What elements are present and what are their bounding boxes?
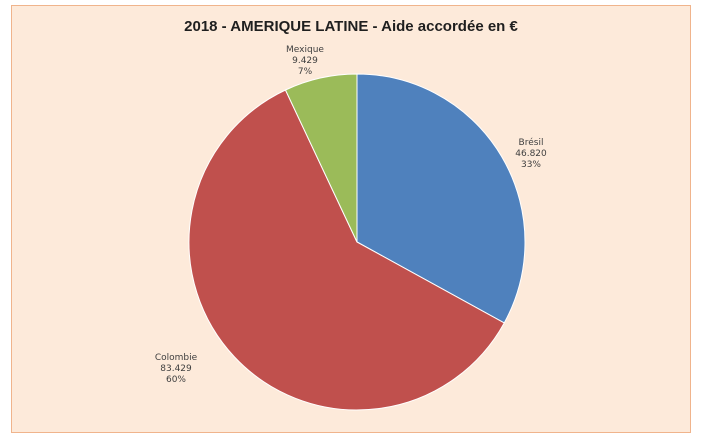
slice-label-name: Colombie: [155, 353, 198, 363]
slice-label-value: 83.429: [160, 364, 192, 374]
slice-label-value: 9.429: [292, 56, 318, 66]
pie-slice-mexique[interactable]: [284, 73, 358, 243]
slice-label-percent: 33%: [521, 160, 541, 170]
slice-label-percent: 60%: [166, 375, 186, 385]
slice-label-percent: 7%: [298, 67, 313, 77]
slice-label-name: Brésil: [519, 137, 544, 148]
pie-slice-colombie[interactable]: [188, 89, 505, 411]
chart-title: 2018 - AMERIQUE LATINE - Aide accordée e…: [184, 18, 518, 35]
slice-label-value: 46.820: [515, 149, 547, 159]
pie-slice-bresil[interactable]: [356, 73, 526, 324]
slice-label-name: Mexique: [286, 45, 324, 55]
